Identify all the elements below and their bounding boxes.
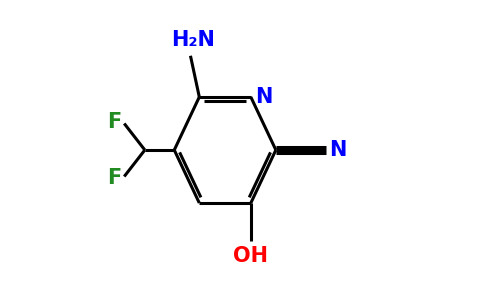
Text: F: F <box>107 112 121 132</box>
Text: H₂N: H₂N <box>171 30 215 50</box>
Text: OH: OH <box>233 246 268 266</box>
Text: N: N <box>330 140 347 160</box>
Text: N: N <box>256 87 273 107</box>
Text: F: F <box>107 168 121 188</box>
